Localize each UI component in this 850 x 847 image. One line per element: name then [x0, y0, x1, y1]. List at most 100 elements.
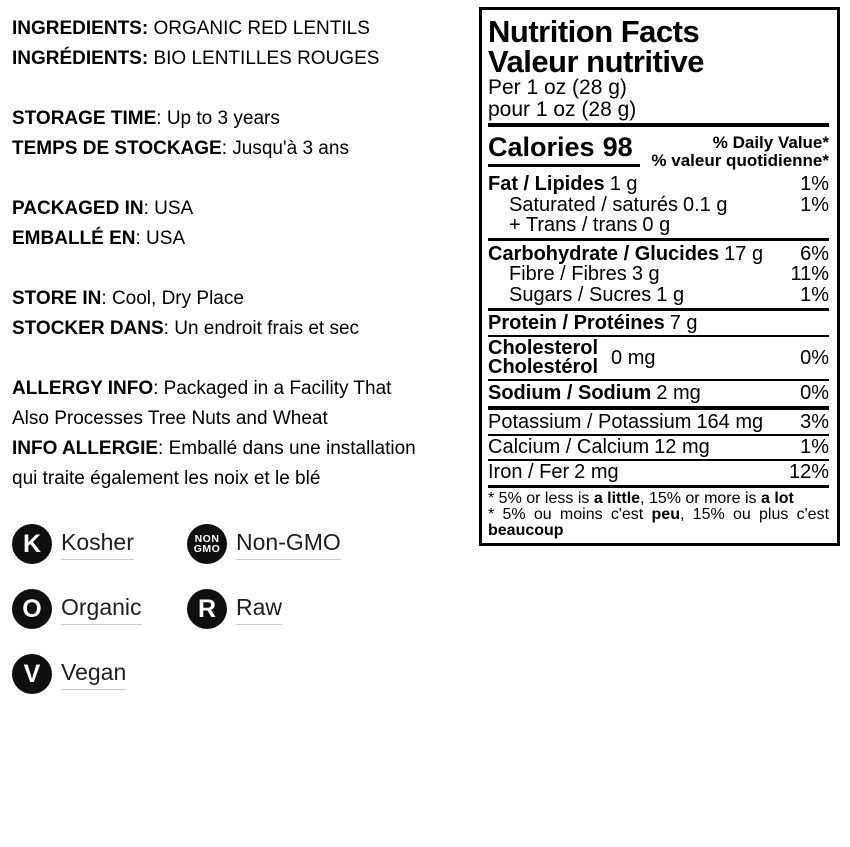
- store-in-line-fr: STOCKER DANS: Un endroit frais et sec: [12, 314, 474, 344]
- badge-non-gmo: NON GMO Non-GMO: [187, 524, 341, 564]
- nutrient-row-protein: Protein / Protéines 7 g: [488, 312, 698, 334]
- divider: [488, 485, 829, 488]
- divider: [488, 238, 829, 241]
- daily-value-header-en: % Daily Value*: [712, 133, 829, 152]
- non-gmo-icon-text: NON GMO: [193, 533, 221, 555]
- vegan-icon: V: [12, 654, 52, 694]
- nutrient-row-calcium: Calcium / Calcium 12 mg 1%: [488, 436, 829, 458]
- allergy-label-en: ALLERGY INFO: [12, 378, 154, 399]
- badge-row-3: V Vegan: [12, 654, 474, 694]
- packaged-in-value-en: : USA: [143, 198, 194, 219]
- divider: [488, 307, 829, 311]
- badge-raw-label: Raw: [236, 594, 283, 625]
- nutrient-row-cholesterol: Cholesterol Cholestérol 0 mg 0%: [488, 336, 829, 378]
- storage-time-value-fr: : Jusqu'à 3 ans: [221, 138, 349, 159]
- packaged-in-label-fr: EMBALLÉ EN: [12, 228, 136, 249]
- cholesterol-dv: 0%: [800, 346, 829, 369]
- badge-non-gmo-label: Non-GMO: [236, 529, 341, 560]
- nutrient-row-fat: Fat / Lipides 1 g 1%: [488, 173, 829, 195]
- cholesterol-name-en: Cholesterol: [488, 336, 599, 359]
- daily-value-header-fr: % valeur quotidienne*: [651, 151, 829, 170]
- calories-label: Calories: [488, 132, 595, 162]
- packaged-in-line-fr: EMBALLÉ EN: USA: [12, 224, 474, 254]
- serving-size-en: Per 1 oz (28 g): [488, 76, 627, 99]
- kosher-icon: K: [12, 524, 52, 564]
- nutrient-row-carbohydrate: Carbohydrate / Glucides 17 g 6%: [488, 242, 829, 265]
- ingredients-label-fr: INGRÉDIENTS:: [12, 48, 149, 69]
- nutrient-row-trans: + Trans / trans 0 g: [509, 214, 671, 236]
- allergy-value-en-1: : Packaged in a Facility That: [153, 378, 392, 399]
- allergy-label-fr: INFO ALLERGIE: [12, 438, 159, 459]
- allergy-info-group: ALLERGY INFO: Packaged in a Facility Tha…: [12, 374, 474, 494]
- nutrition-title-en: Nutrition Facts: [488, 14, 700, 49]
- vegan-icon-letter: V: [23, 659, 41, 688]
- ingredients-group: INGREDIENTS: ORGANIC RED LENTILS INGRÉDI…: [12, 14, 474, 74]
- nutrient-row-fibre: Fibre / Fibres 3 g 11%: [509, 263, 829, 285]
- organic-icon: O: [12, 589, 52, 629]
- badge-vegan-label: Vegan: [61, 659, 127, 690]
- packaged-in-value-fr: : USA: [135, 228, 186, 249]
- divider: [488, 379, 829, 381]
- storage-time-value-en: : Up to 3 years: [156, 108, 280, 129]
- ingredients-label-en: INGREDIENTS:: [12, 18, 149, 39]
- badge-kosher-label: Kosher: [61, 529, 134, 560]
- ingredients-value-fr: BIO LENTILLES ROUGES: [148, 48, 380, 69]
- divider: [488, 434, 829, 436]
- packaged-in-line-en: PACKAGED IN: USA: [12, 194, 474, 224]
- divider: [488, 335, 829, 337]
- divider: [488, 459, 829, 461]
- storage-time-line-en: STORAGE TIME: Up to 3 years: [12, 104, 474, 134]
- store-in-value-en: : Cool, Dry Place: [101, 288, 244, 309]
- raw-icon: R: [187, 589, 227, 629]
- daily-value-header: % Daily Value* % valeur quotidienne*: [651, 134, 829, 170]
- store-in-line-en: STORE IN: Cool, Dry Place: [12, 284, 474, 314]
- ingredients-value-en: ORGANIC RED LENTILS: [148, 18, 370, 39]
- non-gmo-icon: NON GMO: [187, 524, 227, 564]
- allergy-line-4: qui traite également les noix et le blé: [12, 464, 474, 494]
- ingredients-line-en: INGREDIENTS: ORGANIC RED LENTILS: [12, 14, 474, 44]
- badge-kosher: K Kosher: [12, 524, 187, 564]
- serving-size-fr: pour 1 oz (28 g): [488, 97, 637, 121]
- footnote-fr: * 5% ou moins c'est peu, 15% ou plus c'e…: [488, 506, 830, 539]
- store-in-label-fr: STOCKER DANS: [12, 318, 164, 339]
- calories-value: 98: [602, 132, 633, 162]
- product-info-column: INGREDIENTS: ORGANIC RED LENTILS INGRÉDI…: [12, 14, 474, 719]
- raw-icon-letter: R: [197, 594, 217, 623]
- badge-raw: R Raw: [187, 589, 283, 629]
- calories-underline: [488, 164, 640, 167]
- divider: [488, 405, 829, 410]
- badge-vegan: V Vegan: [12, 654, 187, 694]
- cholesterol-amount: 0 mg: [611, 346, 656, 369]
- allergy-line-3: INFO ALLERGIE: Emballé dans une installa…: [12, 434, 474, 464]
- kosher-icon-letter: K: [22, 529, 42, 558]
- nutrient-row-sugars: Sugars / Sucres 1 g 1%: [509, 283, 829, 306]
- badge-organic-label: Organic: [61, 594, 142, 625]
- packaged-in-group: PACKAGED IN: USA EMBALLÉ EN: USA: [12, 194, 474, 254]
- nutrition-facts-panel: Nutrition Facts Valeur nutritive Per 1 o…: [479, 7, 840, 546]
- footnote-en: * 5% or less is a little, 15% or more is…: [488, 489, 794, 507]
- nutrient-row-saturated: Saturated / saturés 0.1 g 1%: [509, 193, 829, 216]
- store-in-value-fr: : Un endroit frais et sec: [163, 318, 360, 339]
- nutrition-title-fr: Valeur nutritive: [488, 44, 704, 79]
- allergy-line-2: Also Processes Tree Nuts and Wheat: [12, 404, 474, 434]
- allergy-value-fr-2: qui traite également les noix et le blé: [12, 468, 321, 489]
- packaged-in-label-en: PACKAGED IN: [12, 198, 144, 219]
- nutrient-row-potassium: Potassium / Potassium 164 mg 3%: [488, 411, 829, 433]
- organic-icon-letter: O: [22, 594, 42, 623]
- badge-organic: O Organic: [12, 589, 187, 629]
- ingredients-line-fr: INGRÉDIENTS: BIO LENTILLES ROUGES: [12, 44, 474, 74]
- cholesterol-name-fr: Cholestérol: [488, 356, 599, 378]
- store-in-label-en: STORE IN: [12, 288, 102, 309]
- badge-row-2: O Organic R Raw: [12, 589, 474, 629]
- storage-time-line-fr: TEMPS DE STOCKAGE: Jusqu'à 3 ans: [12, 134, 474, 164]
- nutrient-row-iron: Iron / Fer 2 mg 12%: [488, 461, 829, 483]
- storage-time-group: STORAGE TIME: Up to 3 years TEMPS DE STO…: [12, 104, 474, 164]
- certification-badges: K Kosher NON GMO Non-GMO O Organic R Raw: [12, 524, 474, 694]
- badge-row-1: K Kosher NON GMO Non-GMO: [12, 524, 474, 564]
- storage-time-label-en: STORAGE TIME: [12, 108, 157, 129]
- storage-time-label-fr: TEMPS DE STOCKAGE: [12, 138, 222, 159]
- allergy-value-en-2: Also Processes Tree Nuts and Wheat: [12, 408, 328, 429]
- divider: [488, 123, 829, 127]
- allergy-value-fr-1: : Emballé dans une installation: [158, 438, 416, 459]
- store-in-group: STORE IN: Cool, Dry Place STOCKER DANS: …: [12, 284, 474, 344]
